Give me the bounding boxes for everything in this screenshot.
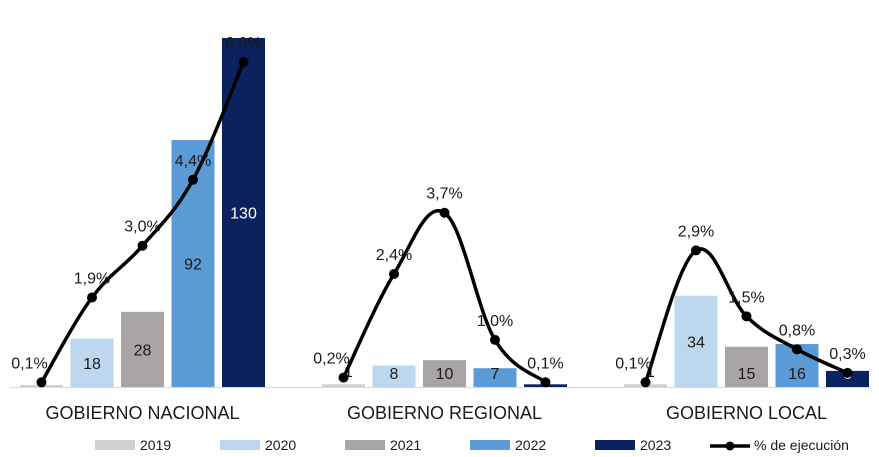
execution-point-2-4	[842, 367, 853, 378]
legend-swatch-2019	[95, 440, 135, 450]
execution-point-2-2	[741, 311, 752, 322]
bar-2020-2	[674, 295, 718, 387]
execution-point-2-3	[792, 344, 802, 355]
bar-label-2022-0: 92	[184, 257, 202, 274]
execution-point-1-0	[338, 372, 349, 383]
execution-label-0-3: 4,4%	[175, 153, 211, 170]
legend-swatch-2020	[220, 440, 260, 450]
bar-label-2021-0: 28	[134, 342, 152, 359]
bar-label-2023-0: 130	[230, 206, 257, 223]
legend-label-2023: 2023	[640, 437, 671, 453]
bar-label-2020-2: 34	[687, 334, 705, 351]
execution-label-0-0: 0,1%	[11, 355, 47, 372]
legend-label-2019: 2019	[140, 437, 171, 453]
execution-point-0-2	[137, 240, 148, 251]
execution-point-1-3	[490, 334, 500, 345]
legend-label-2022: 2022	[515, 437, 546, 453]
legend-swatch-2023	[595, 440, 635, 450]
legend-swatch-2021	[345, 440, 385, 450]
bar-2019-1	[322, 384, 365, 387]
legend-label-2020: 2020	[265, 437, 296, 453]
bar-2021-2	[725, 346, 768, 387]
execution-label-2-2: 1,5%	[728, 289, 764, 306]
bar-2023-2	[826, 370, 869, 387]
bar-label-2020-1: 8	[390, 366, 399, 383]
legend-swatch-2022	[470, 440, 510, 450]
legend-line-marker	[725, 441, 735, 451]
legend-label-execution: % de ejecución	[754, 437, 849, 453]
execution-label-2-0: 0,1%	[615, 355, 651, 372]
execution-point-1-4	[540, 377, 551, 388]
execution-line-2	[643, 247, 849, 383]
bar-2022-1	[473, 368, 517, 387]
bar-label-2019-1: 1	[344, 364, 353, 381]
category-label-1: GOBIERNO REGIONAL	[347, 403, 542, 423]
execution-label-0-4: 6,9%	[225, 35, 261, 52]
execution-label-0-2: 3,0%	[124, 219, 160, 236]
category-label-2: GOBIERNO LOCAL	[666, 403, 827, 423]
bar-label-2021-1: 10	[436, 366, 454, 383]
execution-point-0-4	[238, 57, 249, 67]
execution-label-1-0: 0,2%	[313, 351, 349, 368]
bar-label-2021-2: 15	[738, 366, 756, 383]
execution-label-1-3: 1,0%	[477, 313, 513, 330]
execution-label-0-1: 1,9%	[74, 271, 110, 288]
legend: 2019 2020 2021 2022 2023 % de ejecución	[95, 437, 849, 453]
bar-2021-0	[121, 311, 164, 387]
category-label-0: GOBIERNO NACIONAL	[45, 403, 239, 423]
execution-label-2-4: 0,3%	[829, 346, 865, 363]
bar-label-2023-1: 1	[541, 366, 550, 383]
execution-point-2-1	[691, 245, 701, 256]
bar-label-2022-1: 7	[491, 366, 500, 383]
execution-point-2-0	[640, 377, 651, 388]
execution-line-1	[341, 209, 547, 384]
execution-label-1-1: 2,4%	[376, 247, 412, 264]
execution-label-1-4: 0,1%	[527, 355, 563, 372]
execution-label-2-3: 0,8%	[779, 322, 815, 339]
execution-point-1-2	[439, 207, 450, 218]
legend-label-2021: 2021	[390, 437, 421, 453]
line-layer: 0,1% 1,9% 3,0% 4,4% 6,9% 0,2% 2,4% 3,7% 1,0% 0,1%…	[11, 35, 866, 388]
bar-2020-1	[372, 365, 416, 387]
category-labels: GOBIERNO NACIONAL GOBIERNO REGIONAL GOBIER…	[45, 403, 827, 423]
execution-point-0-1	[87, 292, 97, 303]
execution-point-1-1	[389, 268, 399, 279]
bars-layer	[10, 38, 869, 388]
bar-2020-0	[70, 338, 114, 387]
bar-2021-1	[423, 360, 466, 387]
bar-label-2020-0: 18	[83, 356, 101, 373]
execution-point-0-3	[188, 174, 198, 185]
execution-label-1-2: 3,7%	[426, 186, 462, 203]
execution-label-2-1: 2,9%	[678, 223, 714, 240]
bar-label-2022-2: 16	[788, 366, 806, 383]
execution-point-0-0	[36, 377, 47, 388]
